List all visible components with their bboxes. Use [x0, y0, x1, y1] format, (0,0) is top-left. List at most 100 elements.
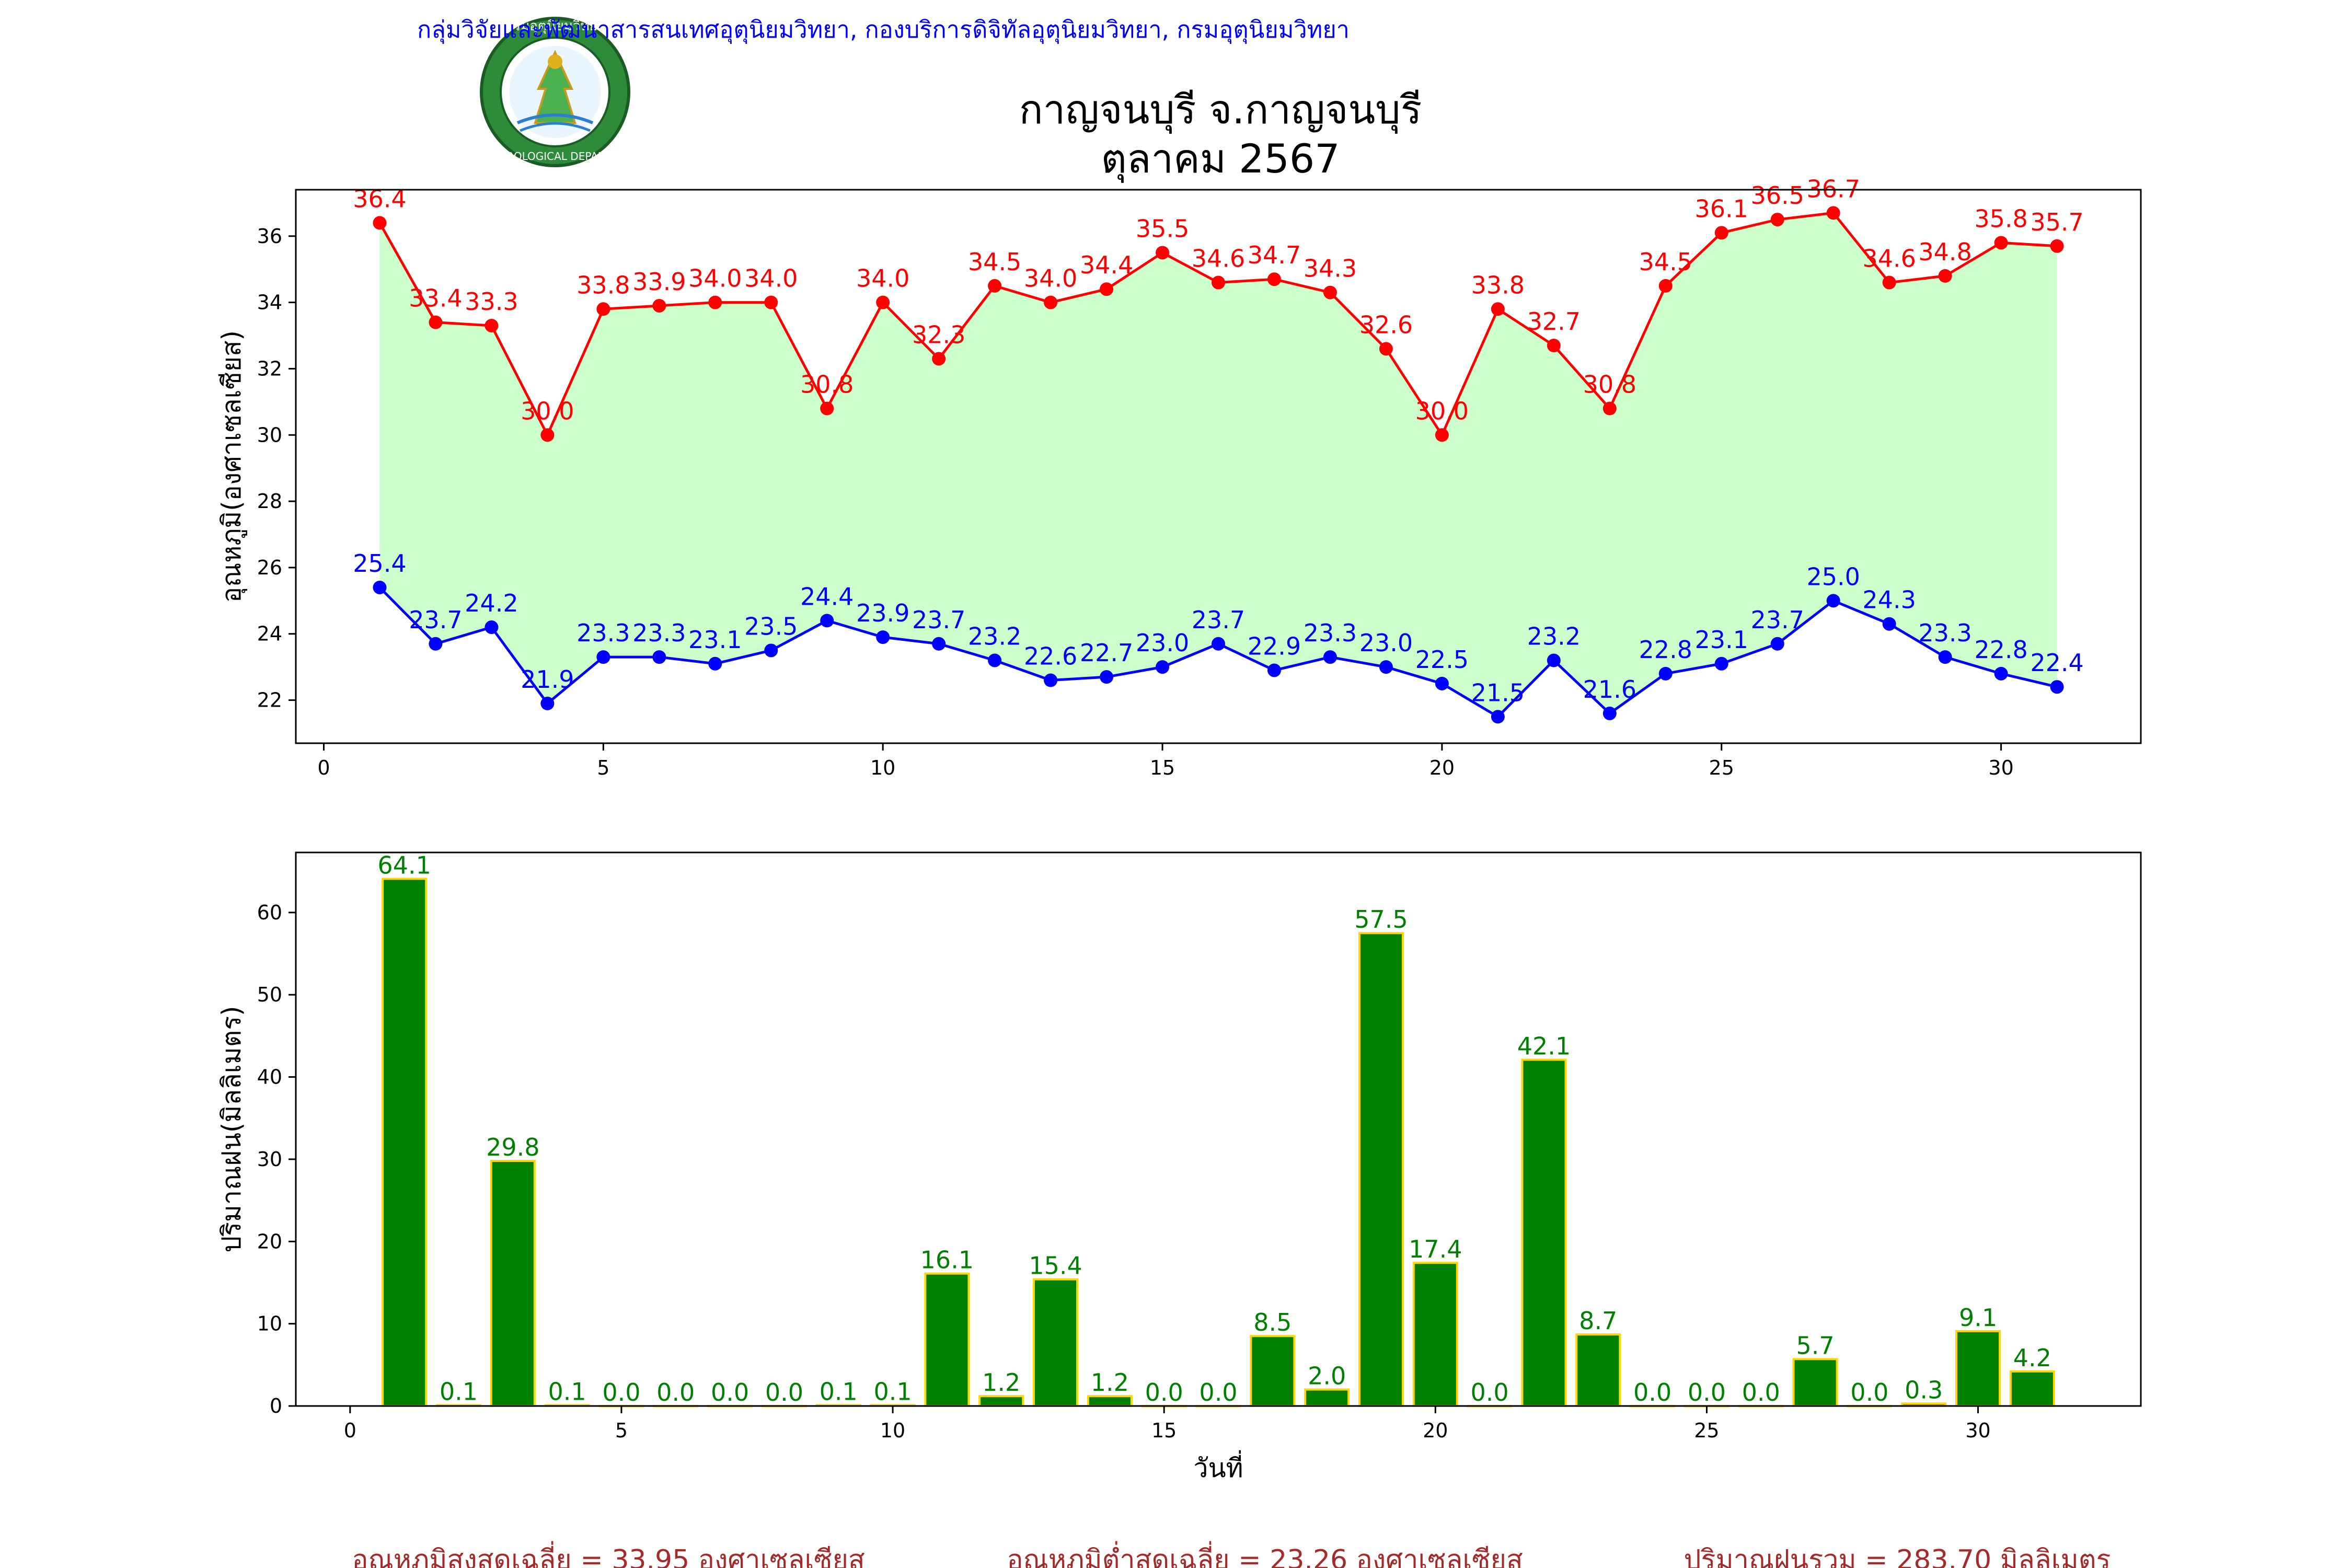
rainfall-x-tick-label: 25 — [1694, 1419, 1719, 1442]
max-temperature-point — [1212, 275, 1225, 290]
max-temperature-data-label: 30.0 — [521, 397, 574, 425]
rainfall-y-tick-label: 60 — [257, 901, 282, 924]
rainfall-data-label: 0.0 — [602, 1378, 640, 1406]
rainfall-x-axis-label: วันที่ — [1193, 1450, 1243, 1483]
max-temperature-point — [596, 302, 610, 316]
rainfall-x-tick-label: 10 — [880, 1419, 905, 1442]
rainfall-data-label: 0.0 — [711, 1378, 749, 1406]
rainfall-y-tick-label: 0 — [270, 1394, 282, 1417]
rainfall-data-label: 4.2 — [2013, 1344, 2051, 1372]
temperature-x-tick-label: 20 — [1429, 756, 1455, 779]
rainfall-data-label: 0.0 — [1199, 1378, 1237, 1406]
rainfall-bar — [2009, 1370, 2055, 1408]
max-temperature-data-label: 32.6 — [1359, 310, 1413, 339]
rainfall-y-tick-label: 10 — [257, 1312, 282, 1335]
max-temperature-data-label: 36.7 — [1806, 175, 1860, 203]
temperature-y-tick-label: 24 — [257, 622, 282, 645]
min-temperature-data-label: 21.9 — [521, 665, 574, 694]
min-temperature-point — [1994, 666, 2008, 681]
max-temperature-data-label: 30.8 — [800, 371, 854, 399]
min-temperature-data-label: 23.7 — [912, 606, 965, 634]
min-temperature-data-label: 24.4 — [800, 582, 854, 610]
max-temperature-data-label: 34.6 — [1862, 245, 1916, 273]
rainfall-data-label: 15.4 — [1029, 1252, 1082, 1280]
rainfall-data-label: 0.0 — [1688, 1378, 1726, 1406]
min-temperature-data-label: 24.2 — [465, 589, 518, 617]
temperature-y-tick-label: 28 — [257, 490, 282, 513]
max-temperature-point — [1435, 428, 1449, 442]
max-temperature-data-label: 34.0 — [1024, 264, 1077, 293]
min-temperature-point — [1826, 594, 1840, 608]
max-temperature-point — [1882, 275, 1896, 290]
min-temperature-data-label: 25.4 — [353, 549, 406, 578]
rainfall-data-label: 0.0 — [656, 1378, 695, 1406]
min-temperature-point — [1714, 656, 1728, 671]
rainfall-data-label: 8.7 — [1579, 1307, 1617, 1335]
max-temperature-data-label: 34.7 — [1248, 241, 1301, 269]
rainfall-bar — [1575, 1333, 1621, 1408]
max-temperature-point — [820, 401, 834, 416]
max-temperature-data-label: 34.6 — [1192, 245, 1245, 273]
min-temperature-point — [1379, 660, 1393, 674]
max-temperature-data-label: 35.8 — [1974, 204, 2027, 233]
rainfall-data-label: 42.1 — [1517, 1032, 1571, 1060]
max-temperature-data-label: 32.7 — [1527, 307, 1581, 336]
min-temperature-data-label: 22.6 — [1024, 642, 1077, 671]
max-temperature-point — [708, 295, 722, 309]
rainfall-bar — [1087, 1395, 1133, 1408]
min-temperature-point — [652, 650, 666, 664]
max-temperature-point — [932, 352, 946, 366]
rainfall-bar — [924, 1272, 970, 1407]
rainfall-data-label: 0.1 — [873, 1377, 912, 1405]
max-temperature-data-label: 34.0 — [856, 264, 909, 293]
rainfall-data-label: 0.0 — [1742, 1378, 1780, 1406]
rainfall-x-tick-label: 20 — [1423, 1419, 1448, 1442]
min-temperature-point — [1547, 653, 1561, 667]
temperature-y-axis-label: อุณหภูมิ(องศาเซลเซียส) — [216, 330, 247, 603]
max-temperature-point — [1323, 285, 1337, 299]
max-temperature-data-label: 34.0 — [744, 264, 798, 293]
min-temperature-data-label: 23.7 — [1192, 606, 1245, 634]
min-temperature-point — [988, 653, 1002, 667]
organization-line: กลุ่มวิจัยและพัฒนาสารสนเทศอุตุนิยมวิทยา,… — [417, 16, 1350, 44]
rainfall-x-tick-label: 0 — [344, 1419, 356, 1442]
max-temperature-data-label: 33.9 — [632, 268, 686, 296]
max-temperature-data-label: 34.5 — [968, 248, 1021, 276]
min-temperature-data-label: 25.0 — [1806, 562, 1860, 591]
min-temperature-point — [2050, 680, 2064, 694]
rainfall-y-tick-label: 30 — [257, 1148, 282, 1171]
min-temperature-data-label: 22.5 — [1415, 645, 1469, 674]
min-temperature-point — [1100, 670, 1114, 684]
max-temperature-point — [1044, 295, 1058, 309]
max-temperature-point — [764, 295, 778, 309]
temperature-x-tick-label: 0 — [317, 756, 330, 779]
rainfall-bar — [1412, 1262, 1458, 1408]
max-temperature-data-label: 33.3 — [465, 287, 518, 316]
total-rainfall: ปริมาณฝนรวม = 283.70 มิลลิเมตร — [1684, 1544, 2111, 1568]
rainfall-data-label: 8.5 — [1253, 1308, 1292, 1336]
min-temperature-data-label: 23.5 — [744, 612, 798, 640]
logo-bottom-text: METEOROLOGICAL DEPARTMENT — [469, 150, 641, 163]
rainfall-data-label: 0.1 — [820, 1377, 858, 1405]
min-temperature-point — [1156, 660, 1170, 674]
max-temperature-point — [1994, 236, 2008, 250]
min-temperature-data-label: 23.2 — [968, 622, 1021, 650]
rainfall-x-tick-label: 5 — [615, 1419, 628, 1442]
rainfall-data-label: 0.0 — [1145, 1378, 1183, 1406]
rainfall-bar — [1250, 1335, 1296, 1407]
max-temperature-data-label: 30.8 — [1583, 371, 1636, 399]
rainfall-bar — [978, 1395, 1024, 1408]
rainfall-bar — [382, 878, 428, 1407]
max-temperature-data-label: 35.7 — [2030, 208, 2083, 236]
average-max-temperature: อุณหภูมิสูงสุดเฉลี่ย = 33.95 องศาเซลเซีย… — [352, 1541, 865, 1568]
max-temperature-point — [1379, 342, 1393, 356]
rainfall-bar — [1358, 932, 1404, 1407]
rainfall-data-label: 0.0 — [1633, 1378, 1671, 1406]
temperature-y-tick-label: 30 — [257, 423, 282, 446]
max-temperature-point — [1938, 269, 1952, 283]
max-temperature-data-label: 35.5 — [1136, 214, 1189, 243]
min-temperature-data-label: 23.3 — [1304, 619, 1357, 647]
chart-title-line1: กาญจนบุรี จ.กาญจนบุรี — [1019, 86, 1422, 134]
rainfall-data-label: 5.7 — [1796, 1331, 1834, 1359]
max-temperature-point — [1267, 272, 1281, 286]
